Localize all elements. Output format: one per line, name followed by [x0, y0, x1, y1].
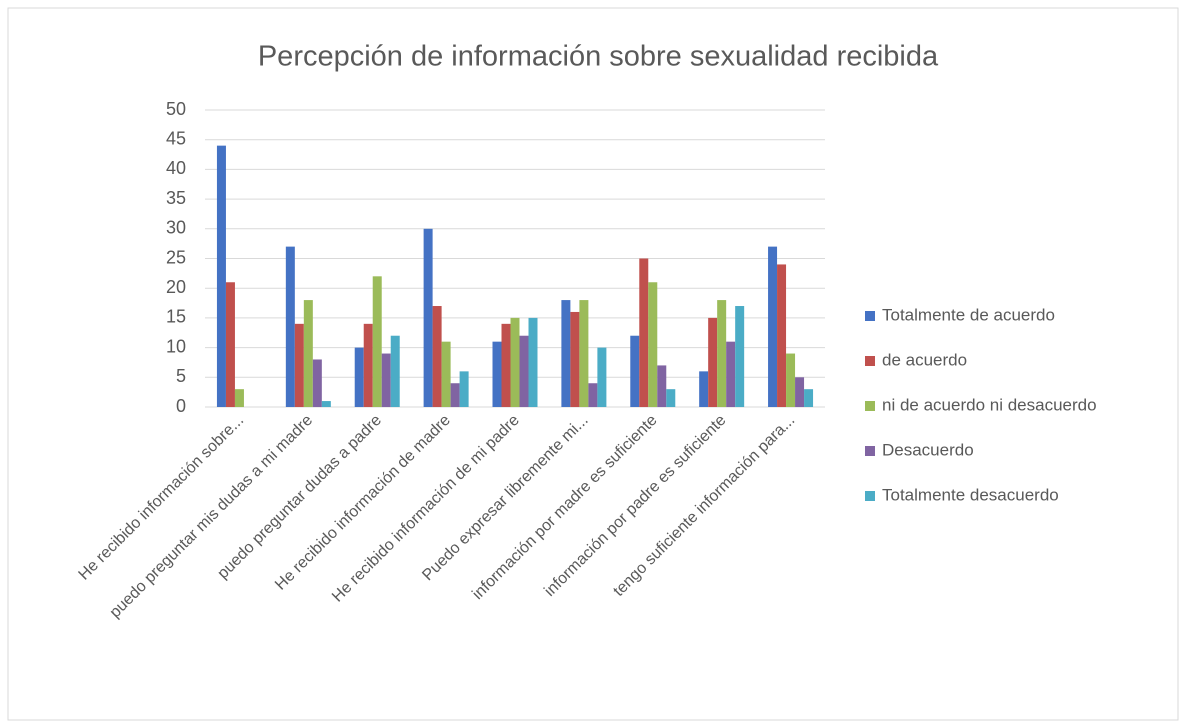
bar	[294, 323, 304, 407]
legend-label: de acuerdo	[882, 350, 967, 369]
y-tick-label: 40	[166, 158, 186, 178]
bar	[441, 341, 451, 407]
bar	[390, 335, 400, 407]
bar	[372, 276, 382, 407]
bar	[312, 359, 322, 407]
bar	[561, 300, 571, 407]
bar	[795, 377, 805, 407]
y-tick-label: 5	[176, 366, 186, 386]
y-tick-label: 10	[166, 336, 186, 356]
bar	[363, 323, 373, 407]
y-tick-label: 30	[166, 218, 186, 238]
bar	[639, 258, 649, 407]
legend-swatch	[865, 311, 875, 321]
bar	[492, 341, 502, 407]
bar	[717, 300, 727, 407]
bar	[579, 300, 589, 407]
bar	[666, 389, 676, 407]
bar	[303, 300, 313, 407]
bar	[354, 347, 364, 407]
bar	[726, 341, 736, 407]
bar	[786, 353, 796, 407]
bar	[804, 389, 814, 407]
y-tick-label: 20	[166, 277, 186, 297]
legend-swatch	[865, 356, 875, 366]
bar	[708, 317, 718, 407]
bar	[588, 383, 598, 407]
bar	[597, 347, 607, 407]
chart-title: Percepción de información sobre sexualid…	[258, 41, 939, 73]
bar	[528, 317, 538, 407]
y-tick-label: 35	[166, 188, 186, 208]
legend-swatch	[865, 401, 875, 411]
bar	[381, 353, 391, 407]
bar	[630, 335, 640, 407]
bar	[501, 323, 511, 407]
bar	[768, 246, 778, 407]
legend-label: Totalmente desacuerdo	[882, 485, 1059, 504]
y-tick-label: 50	[166, 99, 186, 119]
bar	[570, 311, 580, 407]
bar	[450, 383, 460, 407]
y-tick-label: 0	[176, 396, 186, 416]
bar	[648, 282, 658, 407]
bar	[423, 228, 433, 407]
bar	[510, 317, 520, 407]
bar	[285, 246, 295, 407]
legend-label: Desacuerdo	[882, 440, 974, 459]
bar	[432, 306, 442, 407]
legend-label: Totalmente de acuerdo	[882, 305, 1055, 324]
bar	[234, 389, 244, 407]
y-tick-label: 15	[166, 307, 186, 327]
y-tick-label: 45	[166, 128, 186, 148]
bar	[657, 365, 667, 407]
chart-border	[7, 7, 1179, 721]
bar	[216, 145, 226, 407]
bar	[777, 264, 787, 407]
bar	[699, 371, 709, 407]
bar	[459, 371, 469, 407]
legend-label: ni de acuerdo ni desacuerdo	[882, 395, 1097, 414]
legend-swatch	[865, 446, 875, 456]
bar	[735, 306, 745, 407]
bar	[225, 282, 235, 407]
legend-swatch	[865, 491, 875, 501]
bar	[321, 401, 331, 407]
bar	[519, 335, 529, 407]
y-tick-label: 25	[166, 247, 186, 267]
